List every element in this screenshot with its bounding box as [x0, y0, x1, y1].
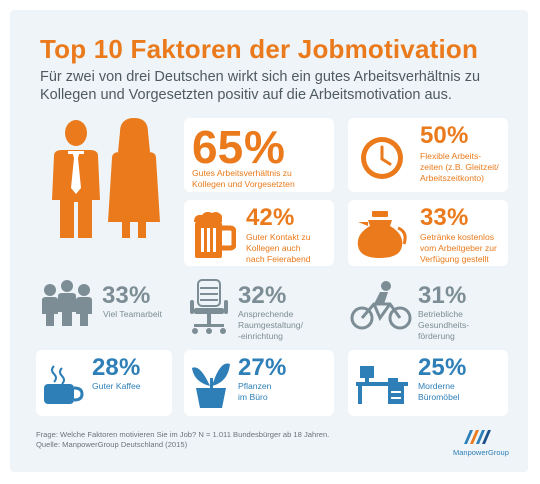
label-28: Guter Kaffee — [92, 381, 141, 391]
card-25: 25 % Morderne Büromöbel — [348, 350, 508, 416]
percent-33-team-unit: % — [129, 282, 151, 309]
percent-33-drinks-unit: % — [447, 204, 469, 231]
percent-25-unit: % — [445, 354, 467, 381]
label-31: Betriebliche Gesundheits- förderung — [418, 309, 470, 341]
card-50: 50 % Flexible Arbeits- zeiten (z.B. Glei… — [348, 118, 508, 192]
label-27: Pflanzen im Büro — [238, 381, 272, 402]
percent-65: 65 — [192, 121, 244, 173]
brand-name: ManpowerGroup — [453, 448, 509, 457]
percent-33-team: 33 — [102, 282, 129, 309]
percent-31-unit: % — [445, 282, 467, 309]
percent-28-unit: % — [119, 354, 141, 381]
footer-source: Frage: Welche Faktoren motivieren Sie im… — [36, 430, 330, 449]
percent-50: 50 — [420, 122, 447, 149]
card-33-drinks: 33 % Getränke kostenlos vom Arbeitgeber … — [348, 200, 508, 266]
label-25: Morderne Büromöbel — [418, 381, 460, 402]
percent-32: 32 — [238, 282, 265, 309]
card-42: 42 % Guter Kontakt zu Kollegen auch nach… — [184, 200, 334, 266]
percent-33-drinks: 33 — [420, 204, 447, 231]
manpowergroup-logo-icon — [464, 430, 491, 444]
label-32: Ansprechende Raumgestaltung/ -einrichtun… — [238, 309, 303, 341]
team-icon — [42, 280, 92, 326]
infographic-subtitle: Für zwei von drei Deutschen wirkt sich e… — [40, 69, 481, 103]
label-50: Flexible Arbeits- zeiten (z.B. Gleitzeit… — [420, 151, 499, 183]
carafe-icon — [357, 211, 407, 258]
office-chair-icon — [190, 279, 228, 334]
clock-icon — [361, 137, 403, 179]
people-icon — [52, 118, 160, 238]
percent-32-unit: % — [265, 282, 287, 309]
coffee-cup-icon — [44, 365, 84, 404]
percent-28: 28 — [92, 354, 119, 381]
infographic-title: Top 10 Faktoren der Jobmotivation — [40, 34, 479, 64]
card-28: 28 % Guter Kaffee — [36, 350, 172, 416]
percent-65-unit: % — [244, 121, 285, 173]
label-33-team: Viel Teamarbeit — [103, 309, 162, 319]
card-65: 65 % Gutes Arbeitsverhältnis zu Kollegen… — [184, 118, 334, 192]
percent-27-unit: % — [265, 354, 287, 381]
label-65: Gutes Arbeitsverhältnis zu Kollegen und … — [192, 168, 295, 189]
card-27: 27 % Pflanzen im Büro — [184, 350, 334, 416]
percent-27: 27 — [238, 354, 265, 381]
bicycle-icon — [350, 281, 412, 330]
percent-42: 42 — [246, 204, 273, 231]
label-42: Guter Kontakt zu Kollegen auch nach Feie… — [246, 232, 311, 264]
percent-25: 25 — [418, 354, 445, 381]
plant-icon — [192, 363, 230, 408]
label-33-drinks: Getränke kostenlos vom Arbeitgeber zur V… — [420, 232, 497, 264]
percent-50-unit: % — [447, 122, 469, 149]
beer-icon — [194, 211, 236, 258]
percent-31: 31 — [418, 282, 445, 309]
percent-42-unit: % — [273, 204, 295, 231]
desk-icon — [356, 366, 408, 404]
